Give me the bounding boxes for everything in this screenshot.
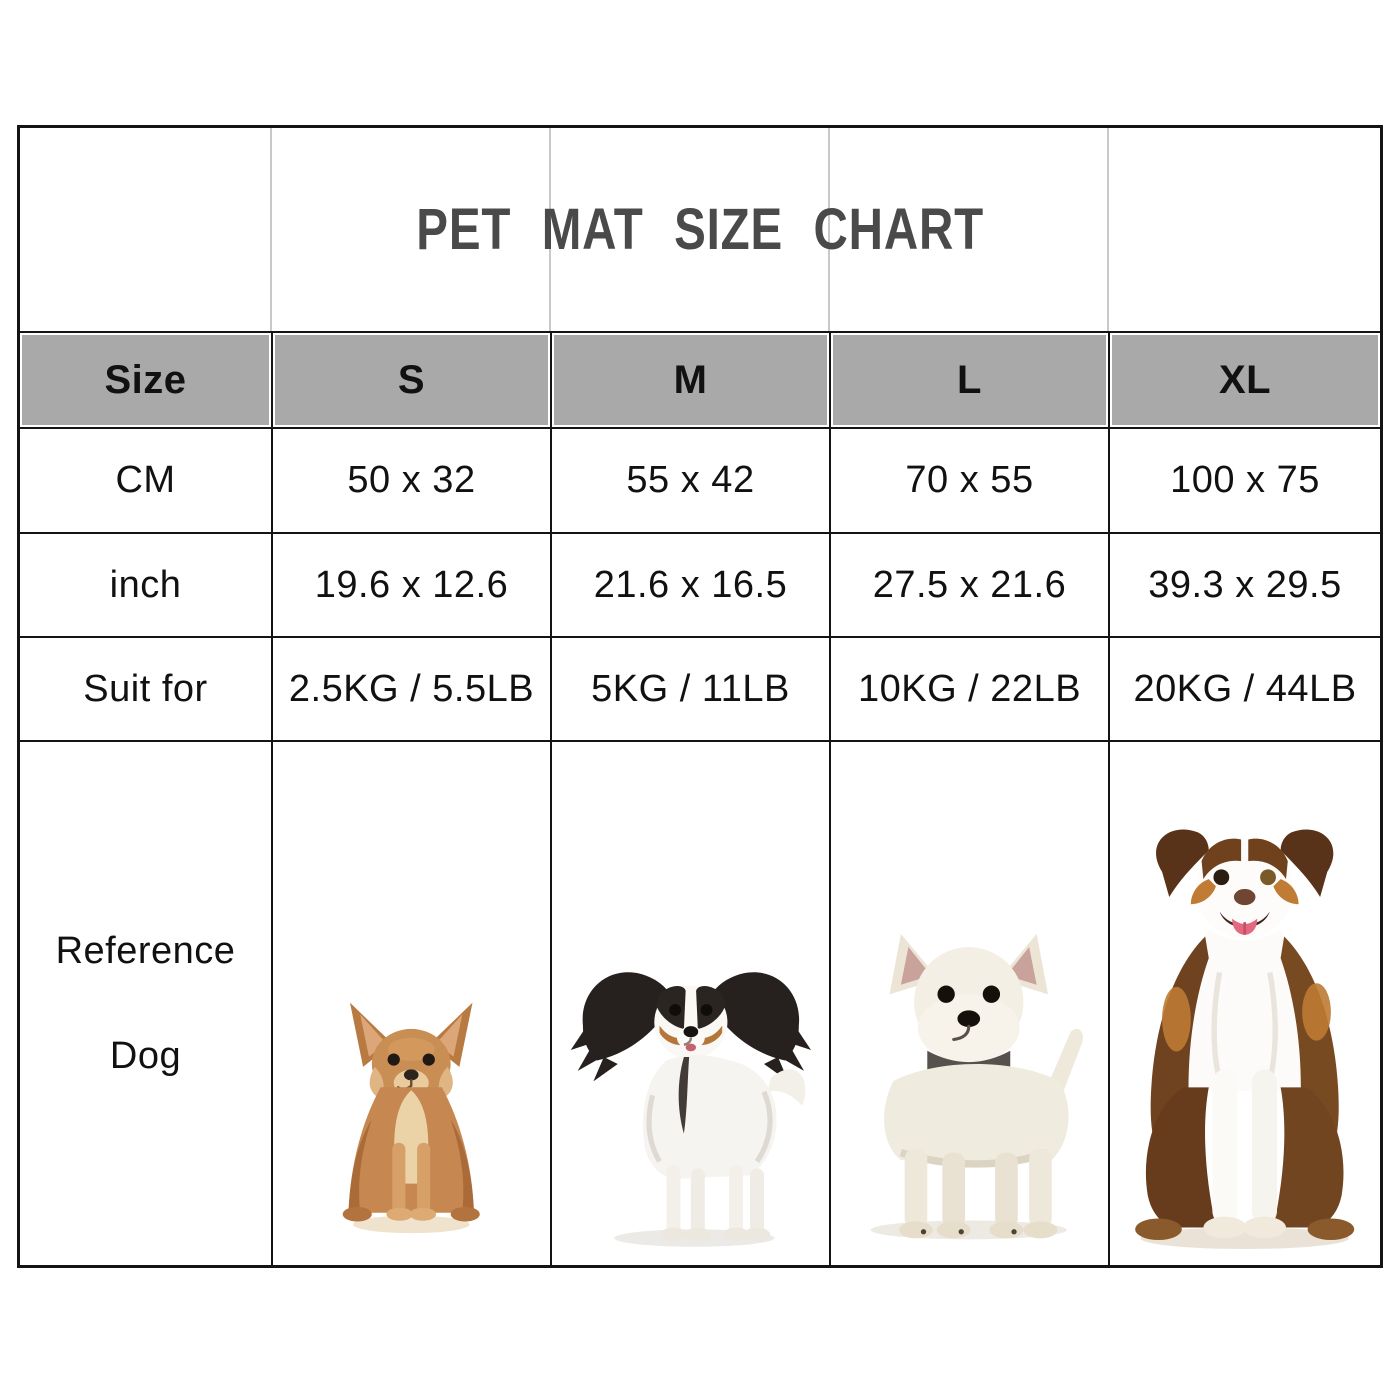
header-cell-xl: XL (1108, 331, 1380, 427)
column-separator (270, 128, 272, 331)
reference-dog-cell-xl (1108, 740, 1380, 1265)
cell-suit-xl: 20KG / 44LB (1108, 636, 1380, 740)
column-separator (828, 128, 830, 331)
reference-label-line1: Reference (55, 929, 236, 972)
papillon-dog-image (570, 972, 811, 1247)
cell-inch-l: 27.5 x 21.6 (829, 532, 1108, 636)
reference-dog-cell-s (271, 740, 550, 1265)
title-row: PET MAT SIZE CHART (20, 128, 1380, 331)
column-separator (549, 128, 551, 331)
cell-suit-m: 5KG / 11LB (550, 636, 829, 740)
cell-inch-xl: 39.3 x 29.5 (1108, 532, 1380, 636)
cell-cm-s: 50 x 32 (271, 427, 550, 532)
chihuahua-dog-image (342, 1002, 481, 1234)
size-chart-table: PET MAT SIZE CHART Size S M L XL CM 50 x… (17, 125, 1383, 1268)
west-highland-terrier-dog-image (870, 933, 1083, 1240)
cell-cm-xl: 100 x 75 (1108, 427, 1380, 532)
reference-label-line2: Dog (109, 1034, 182, 1077)
row-label-inch: inch (20, 532, 271, 636)
cell-cm-m: 55 x 42 (550, 427, 829, 532)
cell-cm-l: 70 x 55 (829, 427, 1108, 532)
reference-dog-cell-l (829, 740, 1108, 1265)
reference-dog-cell-m (550, 740, 829, 1265)
header-cell-m: M (550, 331, 829, 427)
reference-dog-label: Reference Dog (20, 740, 271, 1265)
row-label-cm: CM (20, 427, 271, 532)
cell-inch-s: 19.6 x 12.6 (271, 532, 550, 636)
cell-suit-s: 2.5KG / 5.5LB (271, 636, 550, 740)
header-cell-size: Size (20, 331, 271, 427)
header-cell-s: S (271, 331, 550, 427)
australian-shepherd-dog-image (1135, 829, 1355, 1250)
header-cell-l: L (829, 331, 1108, 427)
page-title: PET MAT SIZE CHART (416, 197, 984, 262)
cell-suit-l: 10KG / 22LB (829, 636, 1108, 740)
column-separator (1107, 128, 1109, 331)
cell-inch-m: 21.6 x 16.5 (550, 532, 829, 636)
row-label-suit-for: Suit for (20, 636, 271, 740)
